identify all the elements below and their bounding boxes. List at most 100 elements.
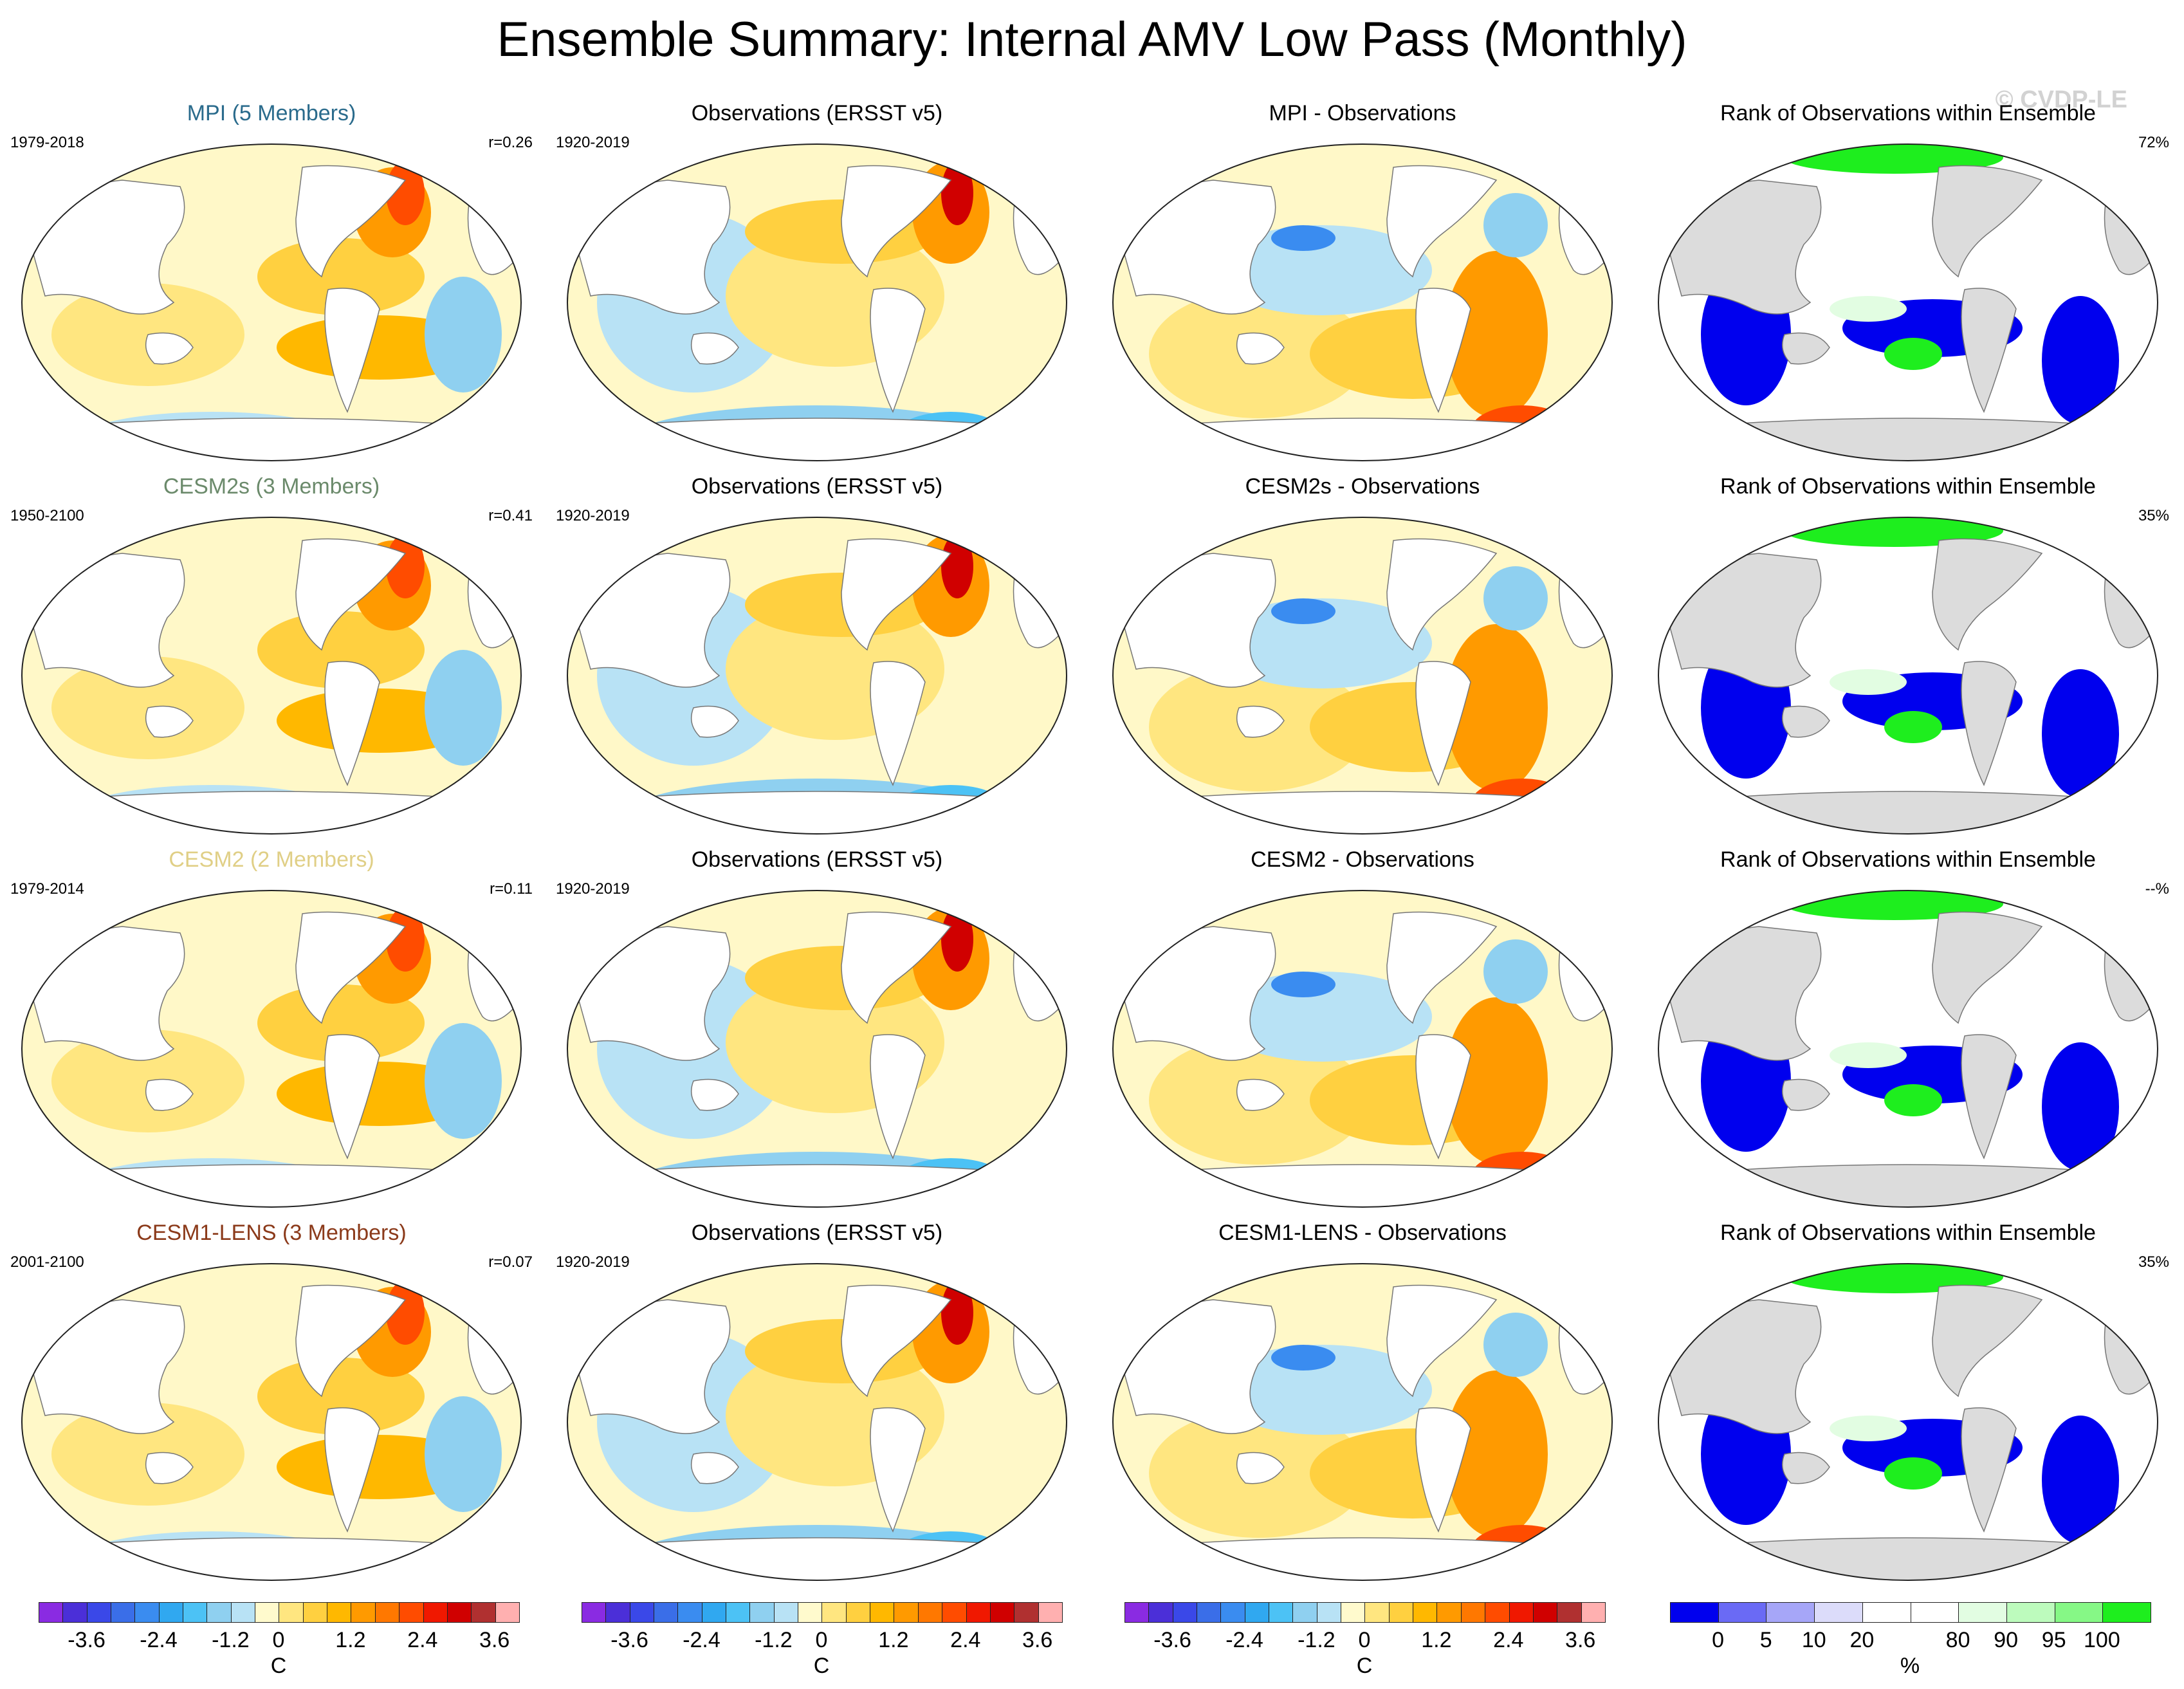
colorbar-swatch (1317, 1603, 1342, 1622)
land-mass (22, 1164, 521, 1207)
colorbar-unit-label: % (1900, 1654, 1920, 1678)
field-blob (1884, 1457, 1942, 1490)
field-blob (941, 161, 973, 225)
land-mass (1665, 180, 1822, 315)
map-outline (21, 517, 522, 835)
panel-title: Rank of Observations within Ensemble (1720, 1221, 2096, 1245)
colorbar-swatch (1197, 1603, 1222, 1622)
colorbar-swatch (1125, 1603, 1150, 1622)
land-mass (567, 418, 1067, 461)
colorbar-tick-label: -3.6 (610, 1628, 648, 1652)
field-blob (941, 534, 973, 598)
land-mass (1236, 332, 1285, 365)
land-mass (1781, 1452, 1830, 1484)
land-mass (1961, 1407, 2017, 1533)
land-mass (1113, 1537, 1612, 1580)
colorbar-swatch (1581, 1603, 1605, 1622)
colorbar-unit-label: C (270, 1654, 287, 1678)
sst-map (21, 1263, 522, 1581)
land-mass (1236, 705, 1285, 738)
map-outline (567, 1263, 1067, 1581)
land-mass (1658, 418, 2158, 461)
colorbar-tick-label: 2.4 (950, 1628, 981, 1652)
colorbar-swatch (472, 1603, 496, 1622)
field-blob (1445, 624, 1548, 791)
land-mass (1415, 1034, 1471, 1159)
field-blob (1830, 1042, 1907, 1068)
colorbar-swatch (1437, 1603, 1462, 1622)
colorbar-swatch (1149, 1603, 1173, 1622)
colorbar-tick-label: 3.6 (479, 1628, 510, 1652)
colorbar-tick-label: 2.4 (1493, 1628, 1524, 1652)
land-mass (567, 791, 1067, 834)
land-mass (574, 926, 731, 1061)
land-mass (324, 1034, 380, 1159)
sst-map (21, 890, 522, 1208)
field-blob (1213, 1345, 1432, 1435)
colorbar-swatch (159, 1603, 184, 1622)
land-mass (1386, 538, 1498, 651)
land-mass (295, 165, 407, 278)
land-mass (690, 705, 739, 738)
colorbar-tick-label: 0 (815, 1628, 828, 1652)
field-blob (1271, 1345, 1335, 1371)
sst-map (567, 143, 1067, 461)
period-label: 1950-2100 (10, 507, 84, 524)
land-mass (870, 288, 926, 413)
land-mass (1119, 1299, 1276, 1434)
map-outline (1112, 143, 1613, 461)
land-mass (22, 1537, 521, 1580)
map-outline (567, 517, 1067, 835)
period-label: 1979-2018 (10, 134, 84, 151)
colorbar-tick-label: 0 (272, 1628, 285, 1652)
map-outline (567, 890, 1067, 1208)
land-mass (567, 1537, 1067, 1580)
land-mass (1119, 553, 1276, 688)
land-mass (28, 1299, 185, 1434)
land-mass (690, 1452, 739, 1484)
period-label: 1920-2019 (556, 880, 630, 898)
map-outline (1658, 890, 2158, 1208)
field-blob (257, 984, 425, 1062)
land-mass (1961, 661, 2017, 786)
land-mass (28, 180, 185, 315)
period-label: 1920-2019 (556, 134, 630, 151)
sst-map (567, 890, 1067, 1208)
colorbar-swatch (1413, 1603, 1438, 1622)
land-mass (841, 165, 952, 278)
colorbar-tick-label: -2.4 (683, 1628, 720, 1652)
field-blob (1884, 338, 1942, 370)
colorbar-tick-label: 90 (1994, 1628, 2019, 1652)
field-blob (257, 238, 425, 315)
colorbar-swatch (990, 1603, 1015, 1622)
panel-title: CESM2s - Observations (1245, 474, 1480, 499)
colorbar-swatch (750, 1603, 775, 1622)
sst-map (1112, 143, 1613, 461)
land-mass (28, 926, 185, 1061)
map-outline (21, 1263, 522, 1581)
field-blob (1483, 193, 1548, 257)
land-mass (574, 1299, 731, 1434)
colorbar-swatch (774, 1603, 799, 1622)
colorbar-swatch (255, 1603, 280, 1622)
colorbar-tick-label: 0 (1712, 1628, 1725, 1652)
land-mass (690, 1078, 739, 1111)
land-mass (841, 911, 952, 1024)
colorbar-tick-label: 80 (1945, 1628, 1970, 1652)
map-outline (21, 890, 522, 1208)
colorbar-swatch (1509, 1603, 1534, 1622)
field-blob (941, 1280, 973, 1345)
colorbar-swatch (327, 1603, 352, 1622)
colorbar-swatch (231, 1603, 256, 1622)
field-blob (2042, 1416, 2119, 1544)
land-mass (28, 553, 185, 688)
field-blob (1445, 251, 1548, 418)
panel-title: MPI (5 Members) (187, 101, 356, 125)
colorbar-swatch (1014, 1603, 1039, 1622)
panel-model-row-3: CESM2 (2 Members) 1979-2014 r=0.11 (0, 843, 543, 1216)
field-blob (257, 1358, 425, 1435)
colorbar-swatch (1557, 1603, 1582, 1622)
land-mass (1932, 911, 2043, 1024)
panel-rank-row-2: Rank of Observations within Ensemble 35% (1637, 470, 2179, 843)
colorbar-tick-label: -1.2 (1298, 1628, 1335, 1652)
